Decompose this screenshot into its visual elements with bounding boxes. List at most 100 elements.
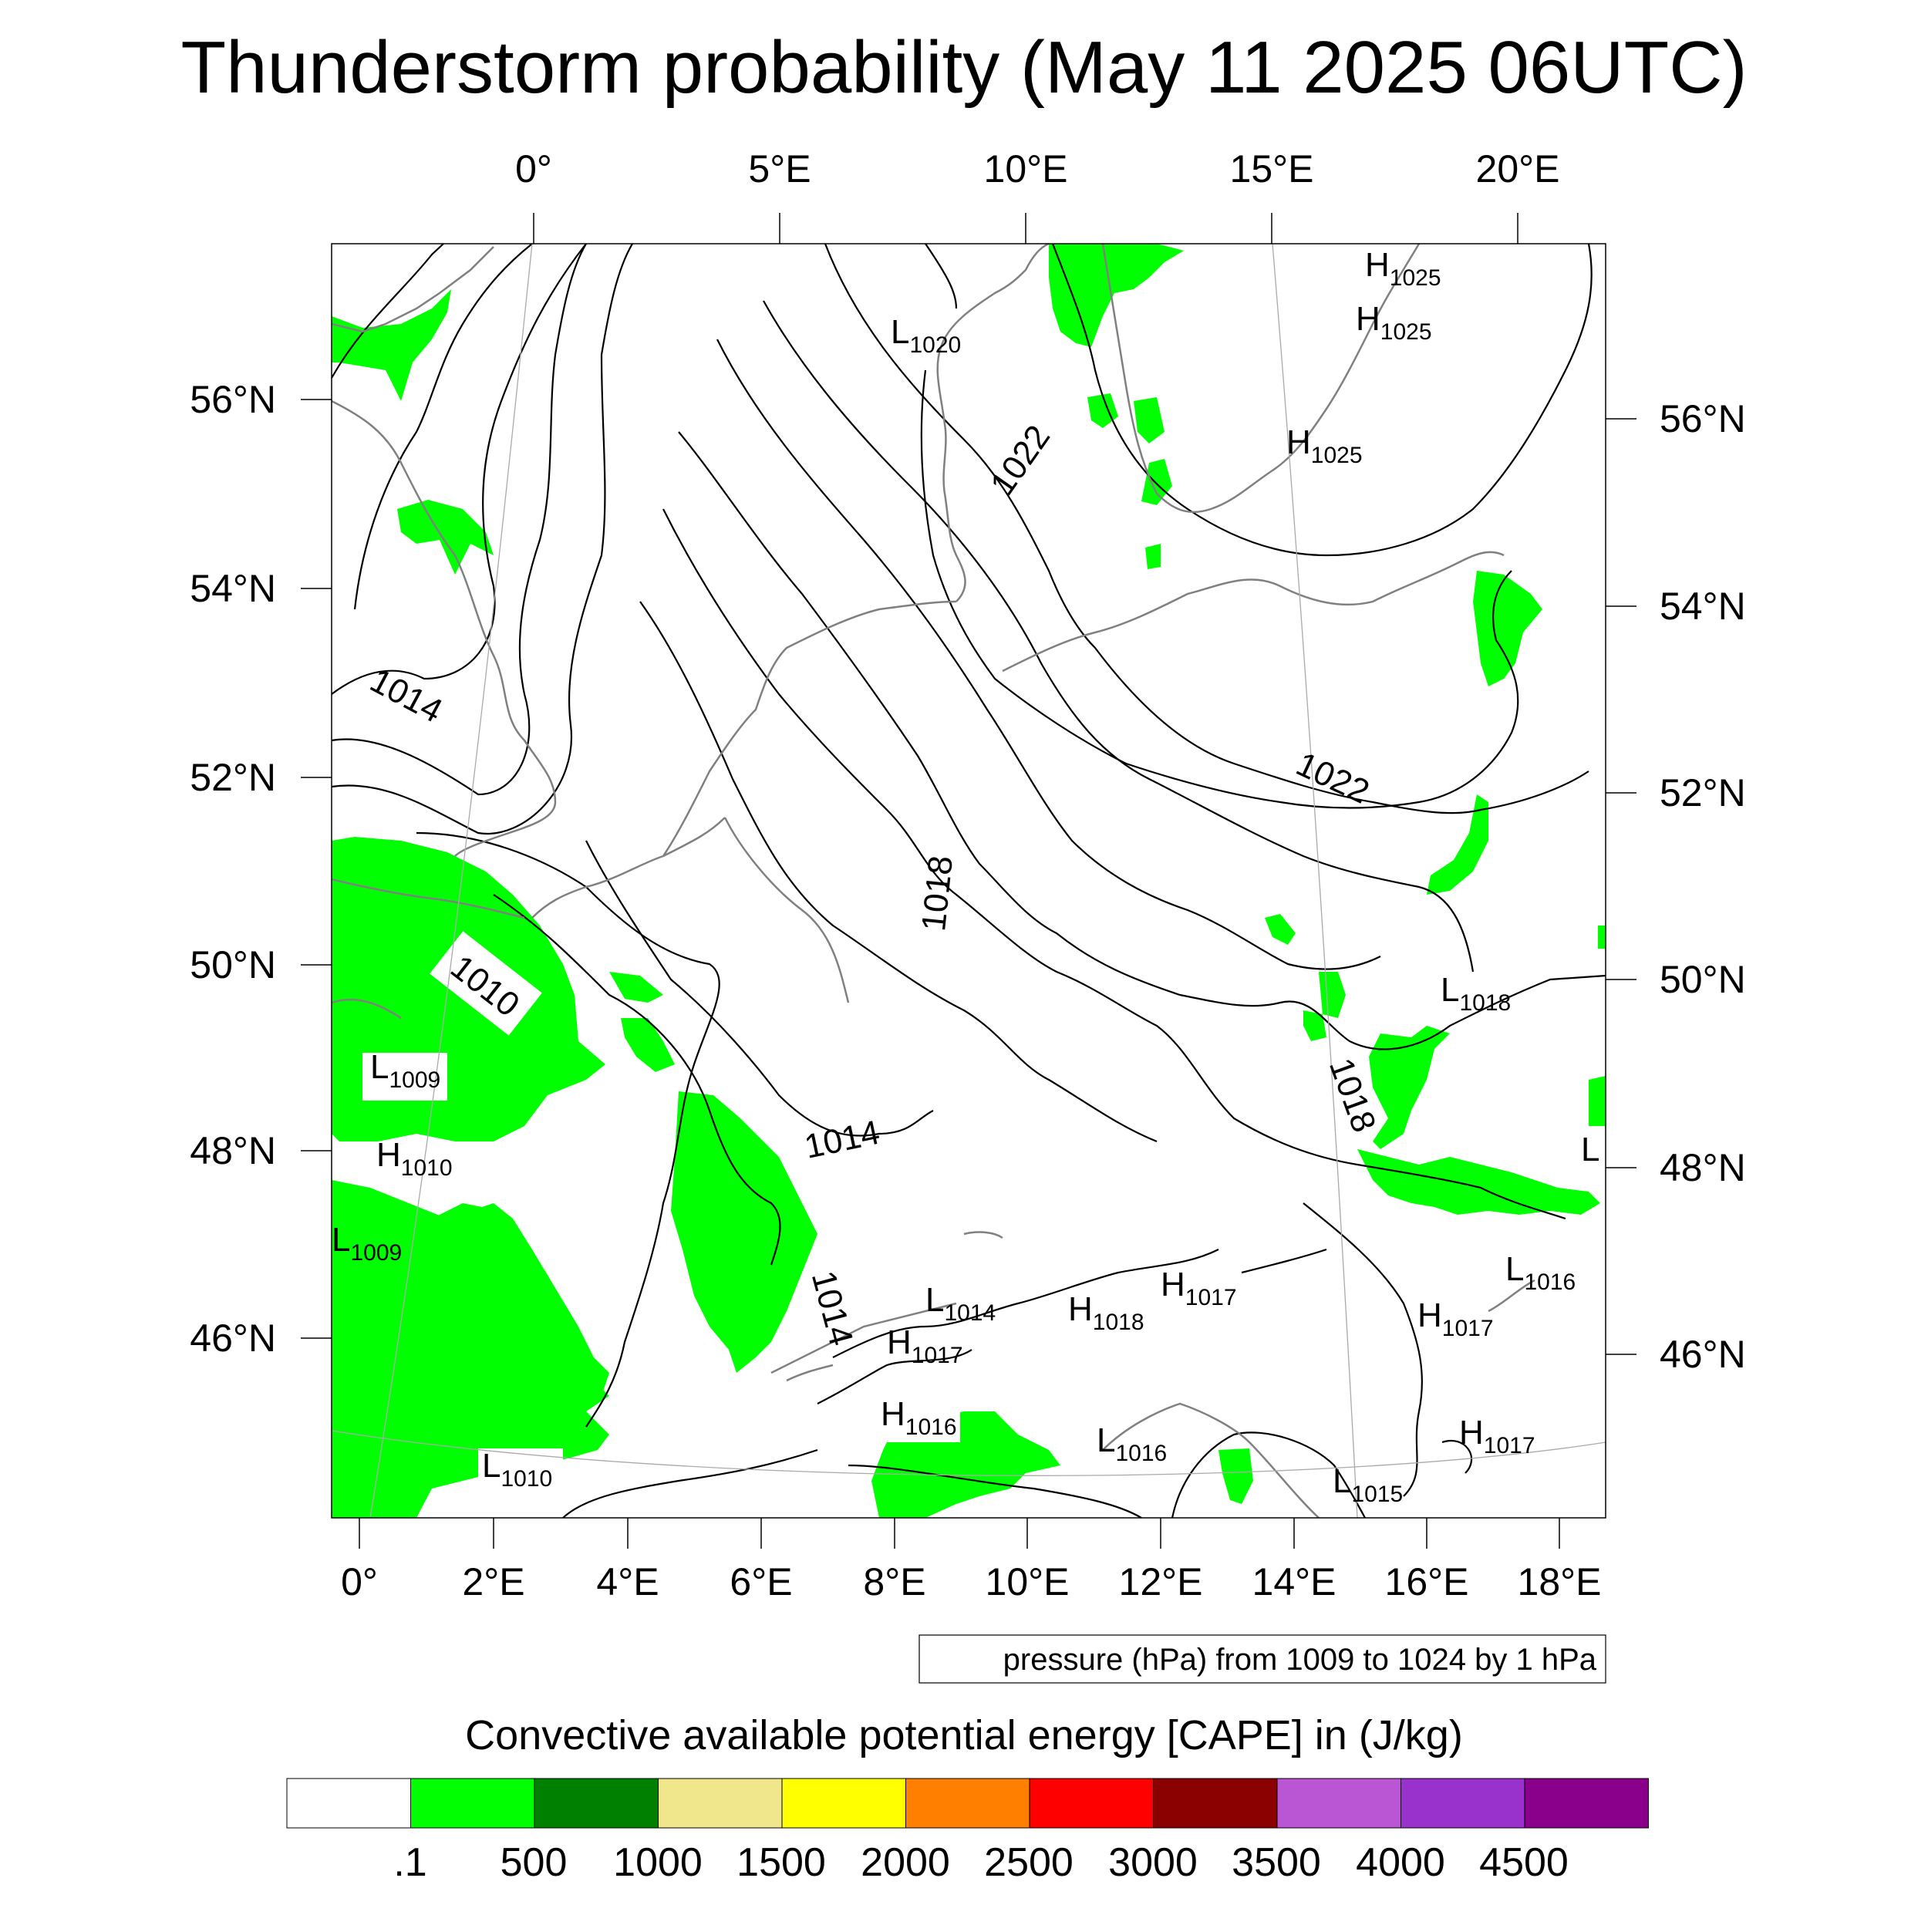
map-title: Thunderstorm probability (May 11 2025 06… — [180, 26, 1747, 109]
isobar-25 — [1241, 1248, 1327, 1274]
pressure-center-l1009-b: L1009 — [332, 1221, 402, 1266]
pressure-center-h1025-c: H1025 — [1286, 423, 1363, 468]
pressure-center-h1017-west: H1017 — [887, 1323, 963, 1368]
label-mask-1010 — [430, 931, 542, 1036]
coast-britain-east — [331, 400, 557, 857]
isobar-7 — [493, 894, 781, 1266]
bottom-lon-label-8e: 8°E — [863, 1560, 925, 1603]
map-panel: 1014 1010 1014 1014 1018 1022 1022 1018 … — [190, 147, 1745, 1603]
top-longitude-labels: 0° 5°E 10°E 15°E 20°E — [515, 147, 1559, 191]
left-lat-label-46n: 46°N — [190, 1317, 276, 1360]
cape-area-vosges-blackforest — [671, 1091, 817, 1373]
legend-label-9: 4500 — [1479, 1840, 1569, 1885]
legend-label-3: 1500 — [736, 1840, 826, 1885]
isobar-24 — [817, 1349, 972, 1404]
tick-marks — [301, 213, 1636, 1549]
legend-swatch-3 — [658, 1778, 783, 1829]
legend-swatch-0 — [286, 1778, 411, 1829]
legend-swatch-7 — [1153, 1778, 1278, 1829]
legend-label-1: 500 — [501, 1840, 568, 1885]
cape-area-mosel — [621, 1018, 675, 1072]
cape-area-east-edge — [1589, 1076, 1606, 1126]
cape-area-slovakia — [1369, 1026, 1450, 1149]
isobar-8 — [585, 840, 934, 1137]
coast-lake-balaton — [1488, 1279, 1535, 1313]
legend-swatch-4 — [781, 1778, 906, 1829]
legend-swatch-8 — [1276, 1778, 1401, 1829]
cape-area-luxembourg — [609, 972, 663, 1003]
coast-adriatic — [1102, 1402, 1320, 1519]
cape-area-croatia-coast — [1218, 1448, 1253, 1504]
isobar-label-1018-center: 1018 — [915, 854, 960, 932]
border-france-germany — [723, 817, 850, 1003]
cape-area-france-central — [432, 1203, 609, 1411]
pressure-center-l1020: L1020 — [891, 313, 961, 358]
cape-area-sweden-south — [1134, 397, 1165, 443]
coast-britain-south — [331, 878, 525, 919]
pressure-center-l1016-south: L1016 — [1097, 1421, 1167, 1466]
map-frame-border — [331, 243, 1606, 1519]
legend-labels: .1 500 1000 1500 2000 2500 3000 3500 400… — [393, 1840, 1569, 1885]
coast-germany-north — [936, 346, 966, 602]
left-lat-label-50n: 50°N — [190, 943, 276, 986]
right-lat-label-48n: 48°N — [1660, 1146, 1746, 1189]
cape-area-lithuania — [1473, 571, 1542, 686]
legend-label-5: 2500 — [984, 1840, 1074, 1885]
isobar-15 — [925, 243, 958, 309]
top-lon-label-0: 0° — [515, 147, 552, 191]
bottom-longitude-labels: 0° 2°E 4°E 6°E 8°E 10°E 12°E 14°E 16°E 1… — [341, 1560, 1601, 1603]
contour-info-frame — [918, 1634, 1606, 1684]
isobar-5 — [331, 243, 633, 835]
cape-area-sweden-west — [1087, 393, 1118, 428]
right-lat-label-54n: 54°N — [1660, 585, 1746, 628]
legend-swatch-1 — [410, 1778, 535, 1829]
isobar-1 — [331, 243, 444, 379]
cape-area-west-scotland — [332, 289, 451, 401]
label-mask-l1009 — [362, 1053, 447, 1101]
coast-denmark-west — [939, 242, 1050, 348]
parallel-45n — [331, 1430, 1606, 1476]
right-lat-label-56n: 56°N — [1660, 397, 1746, 440]
top-lon-label-15e: 15°E — [1230, 147, 1314, 191]
coast-ireland-edge — [331, 998, 402, 1020]
bottom-lon-label-4e: 4°E — [596, 1560, 659, 1603]
legend-label-4: 2000 — [861, 1840, 950, 1885]
legend-label-6: 3000 — [1108, 1840, 1198, 1885]
pressure-center-l1010: L1010 — [482, 1447, 552, 1492]
isobar-10 — [662, 508, 1566, 1220]
coast-baltic-south — [1002, 551, 1505, 673]
left-lat-label-54n: 54°N — [190, 567, 276, 610]
top-lon-label-5e: 5°E — [748, 147, 811, 191]
legend-label-2: 1000 — [613, 1840, 703, 1885]
label-mask-h1016 — [871, 1396, 960, 1442]
isobars — [331, 243, 1606, 1519]
cape-area-bohemia — [1265, 914, 1296, 945]
isobar-18 — [1303, 1202, 1423, 1497]
cape-area-east-edge-small — [1598, 926, 1606, 949]
left-lat-label-56n: 56°N — [190, 378, 276, 421]
isobar-4 — [331, 243, 587, 796]
pressure-center-l1014: L1014 — [925, 1281, 996, 1326]
isobar-11 — [678, 431, 1606, 1050]
isobar-12 — [716, 339, 1381, 970]
left-latitude-labels: 56°N 54°N 52°N 50°N 48°N 46°N — [190, 378, 276, 1360]
right-lat-label-46n: 46°N — [1660, 1333, 1746, 1376]
isobar-21 — [1441, 1440, 1473, 1474]
legend-swatches — [286, 1778, 1649, 1829]
pressure-center-h1018: H1018 — [1068, 1290, 1144, 1335]
colorbar-legend: Convective available potential energy [C… — [286, 1712, 1649, 1885]
pressure-centers: H1025 H1025 L1020 H1025 L1009 H1010 L100… — [332, 246, 1599, 1507]
coast-low-countries — [662, 600, 957, 857]
pressure-center-h1016: H1016 — [881, 1395, 957, 1440]
bottom-lon-label-18e: 18°E — [1518, 1560, 1602, 1603]
pressure-center-l1009-a: L1009 — [370, 1048, 440, 1093]
bottom-lon-label-12e: 12°E — [1119, 1560, 1203, 1603]
pressure-center-l1015: L1015 — [1333, 1462, 1403, 1507]
label-masks — [362, 931, 960, 1495]
bottom-lon-label-0: 0° — [341, 1560, 378, 1603]
right-lat-label-50n: 50°N — [1660, 958, 1746, 1001]
coast-sweden-south — [1101, 243, 1421, 514]
pressure-center-h1025-b: H1025 — [1356, 300, 1432, 345]
isobar-2 — [353, 243, 533, 610]
left-lat-label-52n: 52°N — [190, 756, 276, 799]
